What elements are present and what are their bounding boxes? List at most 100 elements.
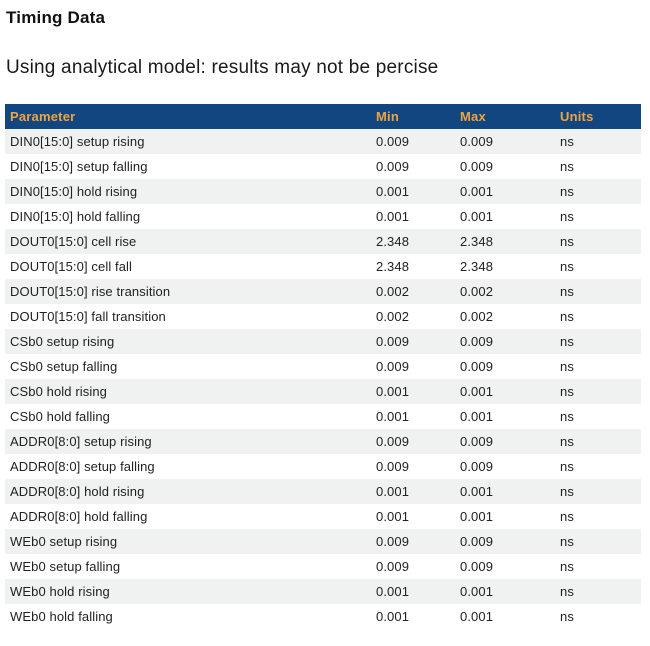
table-row: CSb0 hold falling 0.001 0.001 ns xyxy=(5,404,641,429)
row-min-cell: 0.009 xyxy=(376,334,410,349)
table-row: WEb0 setup falling 0.009 0.009 ns xyxy=(5,554,641,579)
row-units-cell: ns xyxy=(560,209,574,224)
row-units-cell: ns xyxy=(560,434,574,449)
row-max-cell: 0.009 xyxy=(460,359,494,374)
row-parameter-cell: ADDR0[8:0] setup rising xyxy=(10,434,152,449)
row-parameter-cell: DOUT0[15:0] fall transition xyxy=(10,309,166,324)
row-units-cell: ns xyxy=(560,184,574,199)
row-units-cell: ns xyxy=(560,559,574,574)
page-subtitle: Using analytical model: results may not … xyxy=(6,57,439,78)
row-parameter-cell: WEb0 hold rising xyxy=(10,584,110,599)
row-parameter-cell: WEb0 hold falling xyxy=(10,609,113,624)
row-max-cell: 0.009 xyxy=(460,159,494,174)
row-parameter-cell: WEb0 setup falling xyxy=(10,559,121,574)
row-max-cell: 0.009 xyxy=(460,559,494,574)
row-units-cell: ns xyxy=(560,259,574,274)
table-row: DIN0[15:0] setup falling 0.009 0.009 ns xyxy=(5,154,641,179)
table-row: WEb0 hold rising 0.001 0.001 ns xyxy=(5,579,641,604)
timing-table: Parameter Min Max Units DIN0[15:0] setup… xyxy=(5,104,641,629)
row-parameter-cell: CSb0 setup falling xyxy=(10,359,118,374)
column-header-max: Max xyxy=(455,104,555,129)
row-max-cell: 2.348 xyxy=(460,234,494,249)
row-units-cell: ns xyxy=(560,159,574,174)
row-units-cell: ns xyxy=(560,234,574,249)
row-parameter-cell: DIN0[15:0] hold falling xyxy=(10,209,141,224)
row-units-cell: ns xyxy=(560,384,574,399)
row-parameter-cell: DOUT0[15:0] cell rise xyxy=(10,234,137,249)
row-units-cell: ns xyxy=(560,534,574,549)
table-body: DIN0[15:0] setup rising 0.009 0.009 ns DIN0[… xyxy=(5,129,641,629)
row-max-cell: 0.002 xyxy=(460,309,494,324)
row-parameter-cell: DIN0[15:0] hold rising xyxy=(10,184,138,199)
table-row: DIN0[15:0] setup rising 0.009 0.009 ns xyxy=(5,129,641,154)
row-max-cell: 0.001 xyxy=(460,584,494,599)
row-units-cell: ns xyxy=(560,284,574,299)
row-max-cell: 0.002 xyxy=(460,284,494,299)
row-units-cell: ns xyxy=(560,609,574,624)
row-parameter-cell: ADDR0[8:0] setup falling xyxy=(10,459,155,474)
row-max-cell: 0.009 xyxy=(460,134,494,149)
row-min-cell: 0.001 xyxy=(376,509,410,524)
table-row: ADDR0[8:0] setup rising 0.009 0.009 ns xyxy=(5,429,641,454)
table-row: CSb0 setup falling 0.009 0.009 ns xyxy=(5,354,641,379)
row-min-cell: 0.001 xyxy=(376,609,410,624)
row-parameter-cell: DOUT0[15:0] cell fall xyxy=(10,259,133,274)
row-units-cell: ns xyxy=(560,584,574,599)
row-max-cell: 0.009 xyxy=(460,434,494,449)
table-row: ADDR0[8:0] hold falling 0.001 0.001 ns xyxy=(5,504,641,529)
row-min-cell: 0.009 xyxy=(376,459,410,474)
row-max-cell: 0.001 xyxy=(460,409,494,424)
row-units-cell: ns xyxy=(560,409,574,424)
table-row: DIN0[15:0] hold rising 0.001 0.001 ns xyxy=(5,179,641,204)
row-units-cell: ns xyxy=(560,509,574,524)
row-parameter-cell: CSb0 hold falling xyxy=(10,409,110,424)
row-units-cell: ns xyxy=(560,309,574,324)
row-units-cell: ns xyxy=(560,459,574,474)
row-min-cell: 0.002 xyxy=(376,284,410,299)
row-max-cell: 0.001 xyxy=(460,509,494,524)
row-min-cell: 0.001 xyxy=(376,209,410,224)
row-max-cell: 0.009 xyxy=(460,459,494,474)
row-min-cell: 0.009 xyxy=(376,559,410,574)
table-row: DOUT0[15:0] cell fall 2.348 2.348 ns xyxy=(5,254,641,279)
row-parameter-cell: DIN0[15:0] setup rising xyxy=(10,134,145,149)
row-max-cell: 0.001 xyxy=(460,484,494,499)
row-min-cell: 2.348 xyxy=(376,259,410,274)
row-max-cell: 2.348 xyxy=(460,259,494,274)
row-max-cell: 0.009 xyxy=(460,534,494,549)
row-min-cell: 0.002 xyxy=(376,309,410,324)
row-units-cell: ns xyxy=(560,359,574,374)
row-parameter-cell: CSb0 hold rising xyxy=(10,384,107,399)
row-max-cell: 0.001 xyxy=(460,209,494,224)
row-units-cell: ns xyxy=(560,134,574,149)
row-min-cell: 0.001 xyxy=(376,409,410,424)
row-min-cell: 0.009 xyxy=(376,434,410,449)
row-min-cell: 0.001 xyxy=(376,484,410,499)
column-header-min: Min xyxy=(371,104,455,129)
row-parameter-cell: WEb0 setup rising xyxy=(10,534,118,549)
row-min-cell: 0.001 xyxy=(376,584,410,599)
page-title: Timing Data xyxy=(6,8,106,27)
column-header-parameter: Parameter xyxy=(5,104,371,129)
column-header-units: Units xyxy=(555,104,641,129)
row-parameter-cell: CSb0 setup rising xyxy=(10,334,115,349)
table-row: DOUT0[15:0] fall transition 0.002 0.002 ns xyxy=(5,304,641,329)
row-min-cell: 0.009 xyxy=(376,159,410,174)
row-parameter-cell: ADDR0[8:0] hold rising xyxy=(10,484,145,499)
row-min-cell: 0.009 xyxy=(376,359,410,374)
row-units-cell: ns xyxy=(560,334,574,349)
table-row: WEb0 hold falling 0.001 0.001 ns xyxy=(5,604,641,629)
table-row: ADDR0[8:0] setup falling 0.009 0.009 ns xyxy=(5,454,641,479)
row-max-cell: 0.009 xyxy=(460,334,494,349)
row-min-cell: 0.001 xyxy=(376,184,410,199)
row-parameter-cell: ADDR0[8:0] hold falling xyxy=(10,509,148,524)
row-max-cell: 0.001 xyxy=(460,184,494,199)
row-parameter-cell: DIN0[15:0] setup falling xyxy=(10,159,148,174)
row-min-cell: 0.009 xyxy=(376,534,410,549)
table-row: WEb0 setup rising 0.009 0.009 ns xyxy=(5,529,641,554)
table-row: ADDR0[8:0] hold rising 0.001 0.001 ns xyxy=(5,479,641,504)
row-units-cell: ns xyxy=(560,484,574,499)
timing-data-page: Timing Data Using analytical model: resu… xyxy=(5,8,641,629)
row-min-cell: 2.348 xyxy=(376,234,410,249)
row-min-cell: 0.009 xyxy=(376,134,410,149)
